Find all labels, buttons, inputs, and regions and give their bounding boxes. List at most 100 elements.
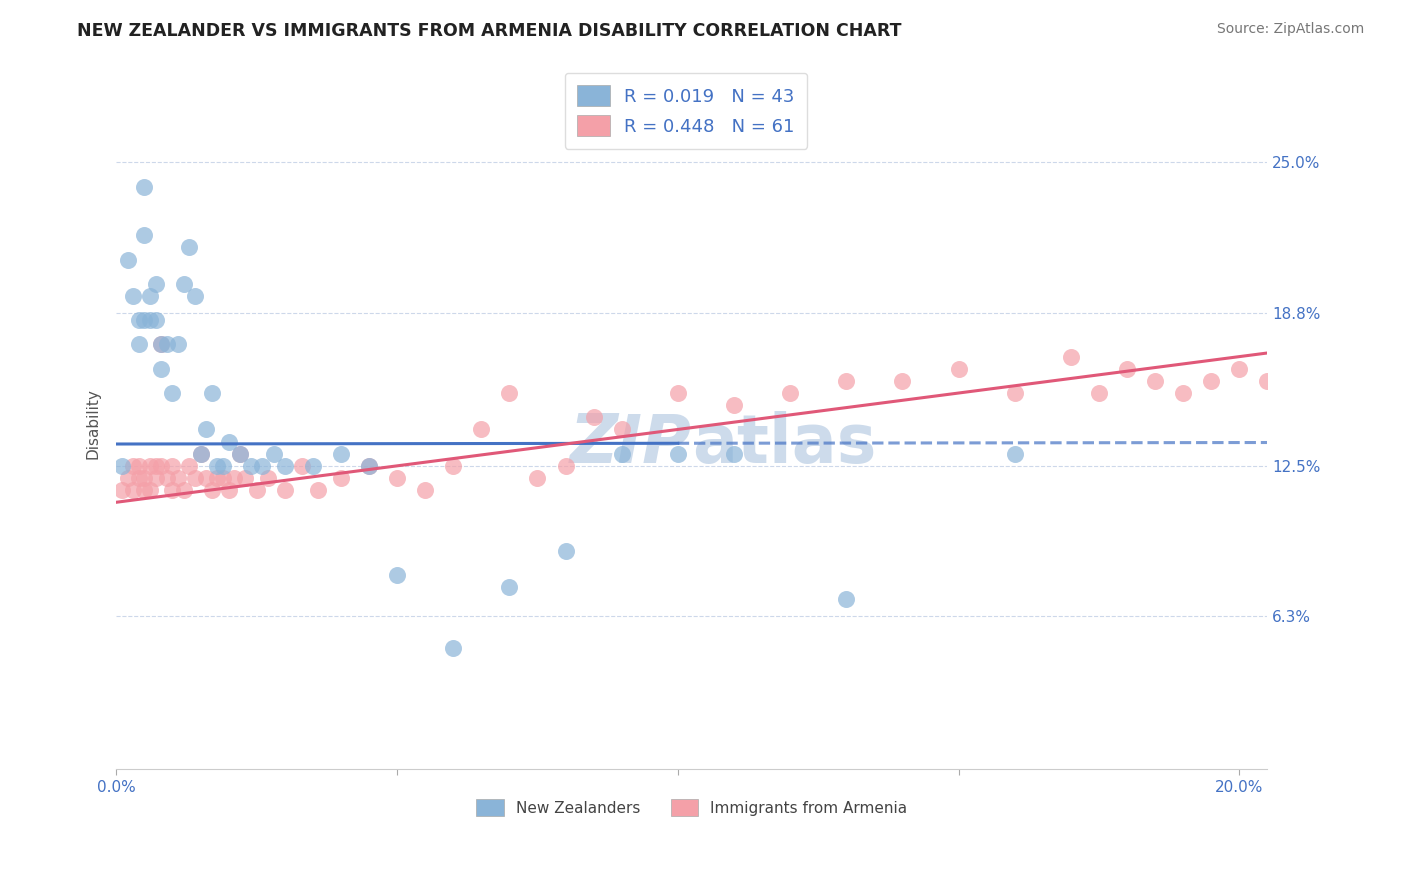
Point bbox=[167, 337, 190, 351]
Point bbox=[134, 179, 156, 194]
Point bbox=[526, 471, 548, 485]
Point bbox=[301, 458, 323, 473]
Point bbox=[441, 458, 464, 473]
Point bbox=[582, 410, 605, 425]
Point bbox=[357, 458, 380, 473]
Point bbox=[666, 447, 689, 461]
Point bbox=[122, 289, 145, 303]
Point bbox=[235, 471, 257, 485]
Point bbox=[329, 447, 352, 461]
Point bbox=[385, 568, 408, 582]
Point bbox=[948, 361, 970, 376]
Point bbox=[122, 458, 145, 473]
Point bbox=[207, 471, 229, 485]
Point bbox=[274, 458, 297, 473]
Point bbox=[307, 483, 329, 497]
Point bbox=[150, 337, 173, 351]
Point bbox=[610, 422, 633, 436]
Text: ZIP: ZIP bbox=[569, 411, 692, 477]
Point bbox=[1173, 386, 1195, 401]
Point bbox=[498, 386, 520, 401]
Point bbox=[779, 386, 801, 401]
Point bbox=[122, 483, 145, 497]
Point bbox=[173, 483, 195, 497]
Point bbox=[252, 458, 274, 473]
Point bbox=[1116, 361, 1139, 376]
Point bbox=[835, 592, 858, 607]
Point bbox=[150, 361, 173, 376]
Point bbox=[470, 422, 492, 436]
Point bbox=[610, 447, 633, 461]
Text: Source: ZipAtlas.com: Source: ZipAtlas.com bbox=[1216, 22, 1364, 37]
Point bbox=[385, 471, 408, 485]
Point bbox=[195, 471, 218, 485]
Point bbox=[184, 289, 207, 303]
Text: NEW ZEALANDER VS IMMIGRANTS FROM ARMENIA DISABILITY CORRELATION CHART: NEW ZEALANDER VS IMMIGRANTS FROM ARMENIA… bbox=[77, 22, 901, 40]
Point bbox=[666, 386, 689, 401]
Point bbox=[139, 458, 162, 473]
Point bbox=[441, 640, 464, 655]
Point bbox=[1004, 447, 1026, 461]
Point bbox=[1201, 374, 1223, 388]
Point bbox=[145, 277, 167, 291]
Point bbox=[1088, 386, 1111, 401]
Point bbox=[229, 447, 252, 461]
Point bbox=[723, 398, 745, 412]
Legend: New Zealanders, Immigrants from Armenia: New Zealanders, Immigrants from Armenia bbox=[468, 791, 915, 824]
Point bbox=[263, 447, 285, 461]
Point bbox=[179, 458, 201, 473]
Point bbox=[357, 458, 380, 473]
Point bbox=[162, 386, 184, 401]
Point bbox=[723, 447, 745, 461]
Point bbox=[1227, 361, 1250, 376]
Point bbox=[173, 277, 195, 291]
Point bbox=[179, 240, 201, 254]
Point bbox=[117, 252, 139, 267]
Point bbox=[257, 471, 280, 485]
Point bbox=[139, 313, 162, 327]
Point bbox=[274, 483, 297, 497]
Point bbox=[139, 483, 162, 497]
Point bbox=[290, 458, 312, 473]
Point bbox=[190, 447, 212, 461]
Point bbox=[212, 458, 235, 473]
Point bbox=[554, 544, 576, 558]
Y-axis label: Disability: Disability bbox=[86, 388, 100, 458]
Point bbox=[111, 483, 134, 497]
Point bbox=[1144, 374, 1167, 388]
Point bbox=[207, 458, 229, 473]
Point bbox=[554, 458, 576, 473]
Point bbox=[229, 447, 252, 461]
Point bbox=[145, 471, 167, 485]
Point bbox=[162, 483, 184, 497]
Point bbox=[212, 471, 235, 485]
Point bbox=[156, 337, 179, 351]
Point bbox=[167, 471, 190, 485]
Point bbox=[1060, 350, 1083, 364]
Point bbox=[195, 422, 218, 436]
Point bbox=[128, 313, 150, 327]
Point bbox=[329, 471, 352, 485]
Point bbox=[1004, 386, 1026, 401]
Point bbox=[218, 434, 240, 449]
Point bbox=[139, 289, 162, 303]
Point bbox=[201, 483, 224, 497]
Text: atlas: atlas bbox=[692, 411, 876, 477]
Point bbox=[240, 458, 263, 473]
Point bbox=[117, 471, 139, 485]
Point bbox=[134, 471, 156, 485]
Point bbox=[128, 337, 150, 351]
Point bbox=[413, 483, 436, 497]
Point bbox=[498, 580, 520, 594]
Point bbox=[150, 458, 173, 473]
Point bbox=[128, 471, 150, 485]
Point bbox=[134, 313, 156, 327]
Point bbox=[162, 458, 184, 473]
Point bbox=[891, 374, 914, 388]
Point bbox=[224, 471, 246, 485]
Point bbox=[128, 458, 150, 473]
Point bbox=[145, 313, 167, 327]
Point bbox=[150, 337, 173, 351]
Point bbox=[835, 374, 858, 388]
Point bbox=[145, 458, 167, 473]
